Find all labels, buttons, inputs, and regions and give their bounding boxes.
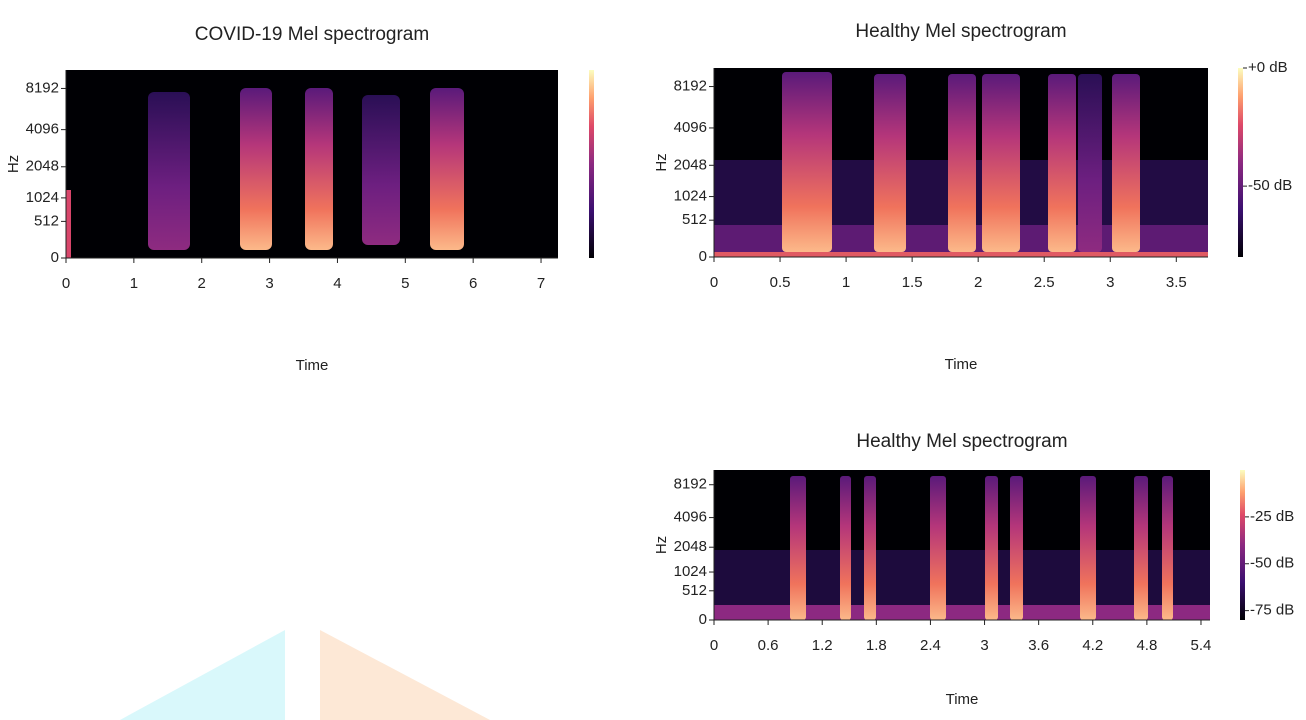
x-tick-label: 2 [198, 275, 206, 292]
watermark [120, 630, 490, 720]
y-tick-label: 2048 [674, 156, 707, 173]
x-tick-label: 1 [842, 274, 850, 291]
y-tick-label: 0 [699, 611, 707, 628]
x-axis-label: Time [296, 357, 329, 374]
chart-title: COVID-19 Mel spectrogram [195, 24, 429, 45]
colorbar-tick-label: +0 dB [1248, 59, 1288, 76]
x-tick-label: 1.2 [812, 637, 833, 654]
y-tick-label: 0 [699, 248, 707, 265]
x-tick-label: 1.5 [902, 274, 923, 291]
y-tick-label: 512 [682, 211, 707, 228]
colorbar-tick-label: -25 dB [1250, 508, 1294, 525]
x-tick-label: 0 [62, 275, 70, 292]
y-axis-label: Hz [653, 536, 670, 554]
y-tick-label: 4096 [674, 119, 707, 136]
x-tick-label: 7 [537, 275, 545, 292]
x-tick-label: 0.5 [770, 274, 791, 291]
x-tick-label: 1.8 [866, 637, 887, 654]
x-tick-label: 2.4 [920, 637, 941, 654]
chart-title: Healthy Mel spectrogram [855, 21, 1066, 42]
y-tick-label: 0 [51, 249, 59, 266]
x-tick-label: 5 [401, 275, 409, 292]
x-tick-label: 1 [130, 275, 138, 292]
colorbar [589, 70, 594, 258]
y-tick-label: 1024 [26, 189, 59, 206]
x-tick-label: 0 [710, 274, 718, 291]
x-tick-label: 3 [265, 275, 273, 292]
y-axis-label: Hz [653, 153, 670, 171]
x-tick-label: 5.4 [1191, 637, 1212, 654]
x-tick-label: 3 [1106, 274, 1114, 291]
y-tick-label: 8192 [674, 78, 707, 95]
x-tick-label: 4.8 [1136, 637, 1157, 654]
y-tick-label: 4096 [26, 121, 59, 138]
x-axis-label: Time [945, 356, 978, 373]
y-tick-label: 4096 [674, 509, 707, 526]
y-tick-label: 8192 [674, 476, 707, 493]
y-tick-label: 512 [34, 212, 59, 229]
x-tick-label: 2.5 [1034, 274, 1055, 291]
x-axis-label: Time [946, 691, 979, 708]
colorbar-tick-label: -75 dB [1250, 602, 1294, 619]
y-tick-label: 2048 [26, 158, 59, 175]
spectrogram-image [66, 68, 1210, 620]
x-tick-label: 0.6 [758, 637, 779, 654]
y-tick-label: 1024 [674, 563, 707, 580]
chart-title: Healthy Mel spectrogram [856, 431, 1067, 452]
x-tick-label: 3.6 [1028, 637, 1049, 654]
colorbar-tick-label: -50 dB [1250, 555, 1294, 572]
y-tick-label: 512 [682, 582, 707, 599]
x-tick-label: 0 [710, 637, 718, 654]
x-tick-label: 6 [469, 275, 477, 292]
y-axis-label: Hz [5, 155, 22, 173]
y-tick-label: 8192 [26, 79, 59, 96]
colorbar-tick-label: -50 dB [1248, 177, 1292, 194]
colorbar [1240, 470, 1245, 620]
x-tick-label: 4 [333, 275, 341, 292]
x-tick-label: 4.2 [1082, 637, 1103, 654]
x-tick-label: 2 [974, 274, 982, 291]
y-tick-label: 1024 [674, 188, 707, 205]
x-tick-label: 3.5 [1166, 274, 1187, 291]
colorbar [1238, 68, 1243, 257]
x-tick-label: 3 [980, 637, 988, 654]
y-tick-label: 2048 [674, 538, 707, 555]
